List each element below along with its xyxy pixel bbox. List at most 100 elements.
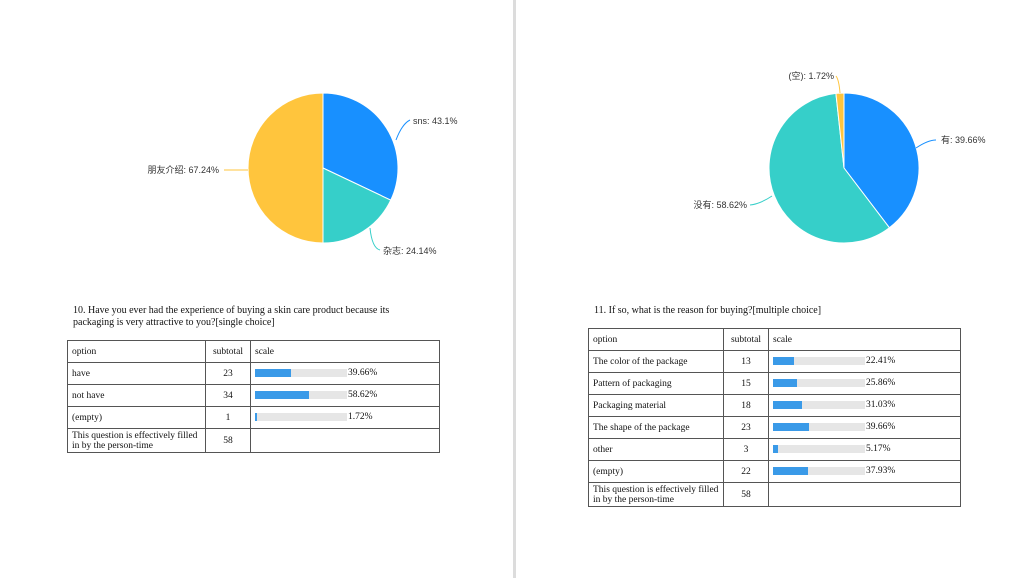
row-scale: 37.93% — [768, 460, 961, 483]
table-row: Packaging material 18 31.03% — [588, 394, 961, 417]
question-10-results-table: option subtotal scale have 23 39.66% not… — [67, 340, 440, 453]
document-page-right: 有: 39.66% 没有: 58.62% (空): 1.72% 11. If s… — [516, 0, 1024, 578]
pie-slice-empty — [835, 92, 845, 169]
scale-bar-track — [773, 379, 865, 388]
scale-bar-track — [255, 391, 347, 400]
scale-percent: 58.62% — [348, 390, 378, 401]
leader-line-sns — [395, 119, 411, 141]
page-divider — [513, 0, 516, 578]
row-subtotal: 18 — [723, 394, 769, 417]
row-scale: 39.66% — [250, 362, 440, 385]
scale-bar-fill — [773, 445, 778, 454]
header-subtotal: subtotal — [723, 328, 769, 351]
row-subtotal: 13 — [723, 350, 769, 373]
scale-bar-track — [773, 401, 865, 410]
row-subtotal: 34 — [205, 384, 251, 407]
scale-percent: 39.66% — [348, 368, 378, 379]
row-scale: 58.62% — [250, 384, 440, 407]
row-option: Pattern of packaging — [588, 372, 724, 395]
row-scale: 39.66% — [768, 416, 961, 439]
pie-slice-magazine — [322, 167, 392, 244]
row-subtotal: 1 — [205, 406, 251, 429]
row-subtotal: 3 — [723, 438, 769, 461]
row-scale: 31.03% — [768, 394, 961, 417]
header-subtotal: subtotal — [205, 340, 251, 363]
scale-bar-fill — [773, 357, 794, 366]
scale-bar-track — [255, 413, 347, 422]
scale-bar-track — [773, 467, 865, 476]
header-scale: scale — [250, 340, 440, 363]
question-10-title: 10. Have you ever had the experience of … — [73, 305, 390, 328]
header-scale: scale — [768, 328, 961, 351]
table-total-row: This question is effectively filled in b… — [67, 428, 440, 453]
total-label: This question is effectively filled in b… — [67, 428, 206, 453]
question-11-title: 11. If so, what is the reason for buying… — [594, 305, 822, 316]
scale-bar-track — [773, 423, 865, 432]
scale-bar-fill — [773, 423, 810, 432]
scale-bar-fill — [255, 369, 292, 378]
pie-label-sns: sns: 43.1% — [413, 116, 458, 126]
row-option: (empty) — [588, 460, 724, 483]
table-row: other 3 5.17% — [588, 438, 961, 461]
row-scale: 1.72% — [250, 406, 440, 429]
row-subtotal: 15 — [723, 372, 769, 395]
table-row: (empty) 22 37.93% — [588, 460, 961, 483]
scale-percent: 39.66% — [866, 422, 896, 433]
scale-percent: 37.93% — [866, 466, 896, 477]
scale-bar-fill — [773, 401, 802, 410]
total-label: This question is effectively filled in b… — [588, 482, 724, 507]
leader-line-no — [749, 195, 773, 206]
pie-label-yes: 有: 39.66% — [941, 134, 986, 145]
scale-bar-fill — [773, 379, 797, 388]
scale-bar-fill — [773, 467, 808, 476]
pie-slice-yes — [843, 92, 920, 229]
row-option: Packaging material — [588, 394, 724, 417]
pie-label-magazine: 杂志: 24.14% — [383, 245, 437, 256]
table-row: The shape of the package 23 39.66% — [588, 416, 961, 439]
scale-percent: 25.86% — [866, 378, 896, 389]
pie-chart-referral-source: sns: 43.1% 杂志: 24.14% 朋友介绍: 67.24% — [147, 92, 458, 256]
row-option: The color of the package — [588, 350, 724, 373]
table-header-row: option subtotal scale — [588, 328, 961, 351]
leader-line-magazine — [369, 227, 381, 251]
row-subtotal: 22 — [723, 460, 769, 483]
row-subtotal: 23 — [723, 416, 769, 439]
scale-bar-track — [773, 357, 865, 366]
scale-percent: 31.03% — [866, 400, 896, 411]
row-subtotal: 23 — [205, 362, 251, 385]
total-scale-empty — [768, 482, 961, 507]
scale-bar-track — [255, 369, 347, 378]
table-row: (empty) 1 1.72% — [67, 406, 440, 429]
row-scale: 5.17% — [768, 438, 961, 461]
row-option: have — [67, 362, 206, 385]
header-option: option — [67, 340, 206, 363]
document-page-left: sns: 43.1% 杂志: 24.14% 朋友介绍: 67.24% 10. H… — [0, 0, 513, 578]
leader-line-empty — [835, 75, 841, 94]
header-option: option — [588, 328, 724, 351]
row-scale: 22.41% — [768, 350, 961, 373]
table-row: Pattern of packaging 15 25.86% — [588, 372, 961, 395]
row-option: (empty) — [67, 406, 206, 429]
scale-percent: 22.41% — [866, 356, 896, 367]
pie-slice-friend-referral — [247, 92, 324, 244]
table-row: not have 34 58.62% — [67, 384, 440, 407]
scale-percent: 5.17% — [866, 444, 891, 455]
scale-bar-fill — [255, 391, 309, 400]
scale-bar-track — [773, 445, 865, 454]
question-11-results-table: option subtotal scale The color of the p… — [588, 328, 961, 507]
leader-line-yes — [915, 139, 937, 149]
row-scale: 25.86% — [768, 372, 961, 395]
pie-slice-no — [768, 92, 891, 244]
pie-label-no: 没有: 58.62% — [693, 199, 747, 210]
table-row: have 23 39.66% — [67, 362, 440, 385]
row-option: other — [588, 438, 724, 461]
total-value: 58 — [205, 428, 251, 453]
row-option: The shape of the package — [588, 416, 724, 439]
row-option: not have — [67, 384, 206, 407]
pie-slice-sns — [322, 92, 399, 201]
pie-label-empty: (空): 1.72% — [788, 70, 834, 81]
pie-label-friend-referral: 朋友介绍: 67.24% — [147, 164, 219, 175]
table-header-row: option subtotal scale — [67, 340, 440, 363]
total-value: 58 — [723, 482, 769, 507]
scale-bar-fill — [255, 413, 257, 422]
